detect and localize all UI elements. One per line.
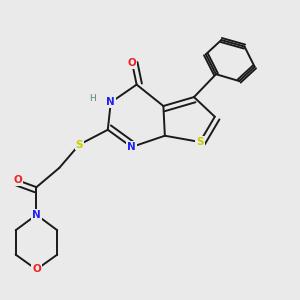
Text: H: H — [90, 94, 96, 103]
Text: O: O — [32, 265, 41, 275]
Text: O: O — [14, 175, 22, 185]
Text: N: N — [106, 98, 115, 107]
Text: S: S — [196, 137, 204, 147]
Text: O: O — [128, 58, 136, 68]
Text: N: N — [127, 142, 136, 152]
Text: N: N — [32, 210, 41, 220]
Text: S: S — [76, 140, 83, 150]
